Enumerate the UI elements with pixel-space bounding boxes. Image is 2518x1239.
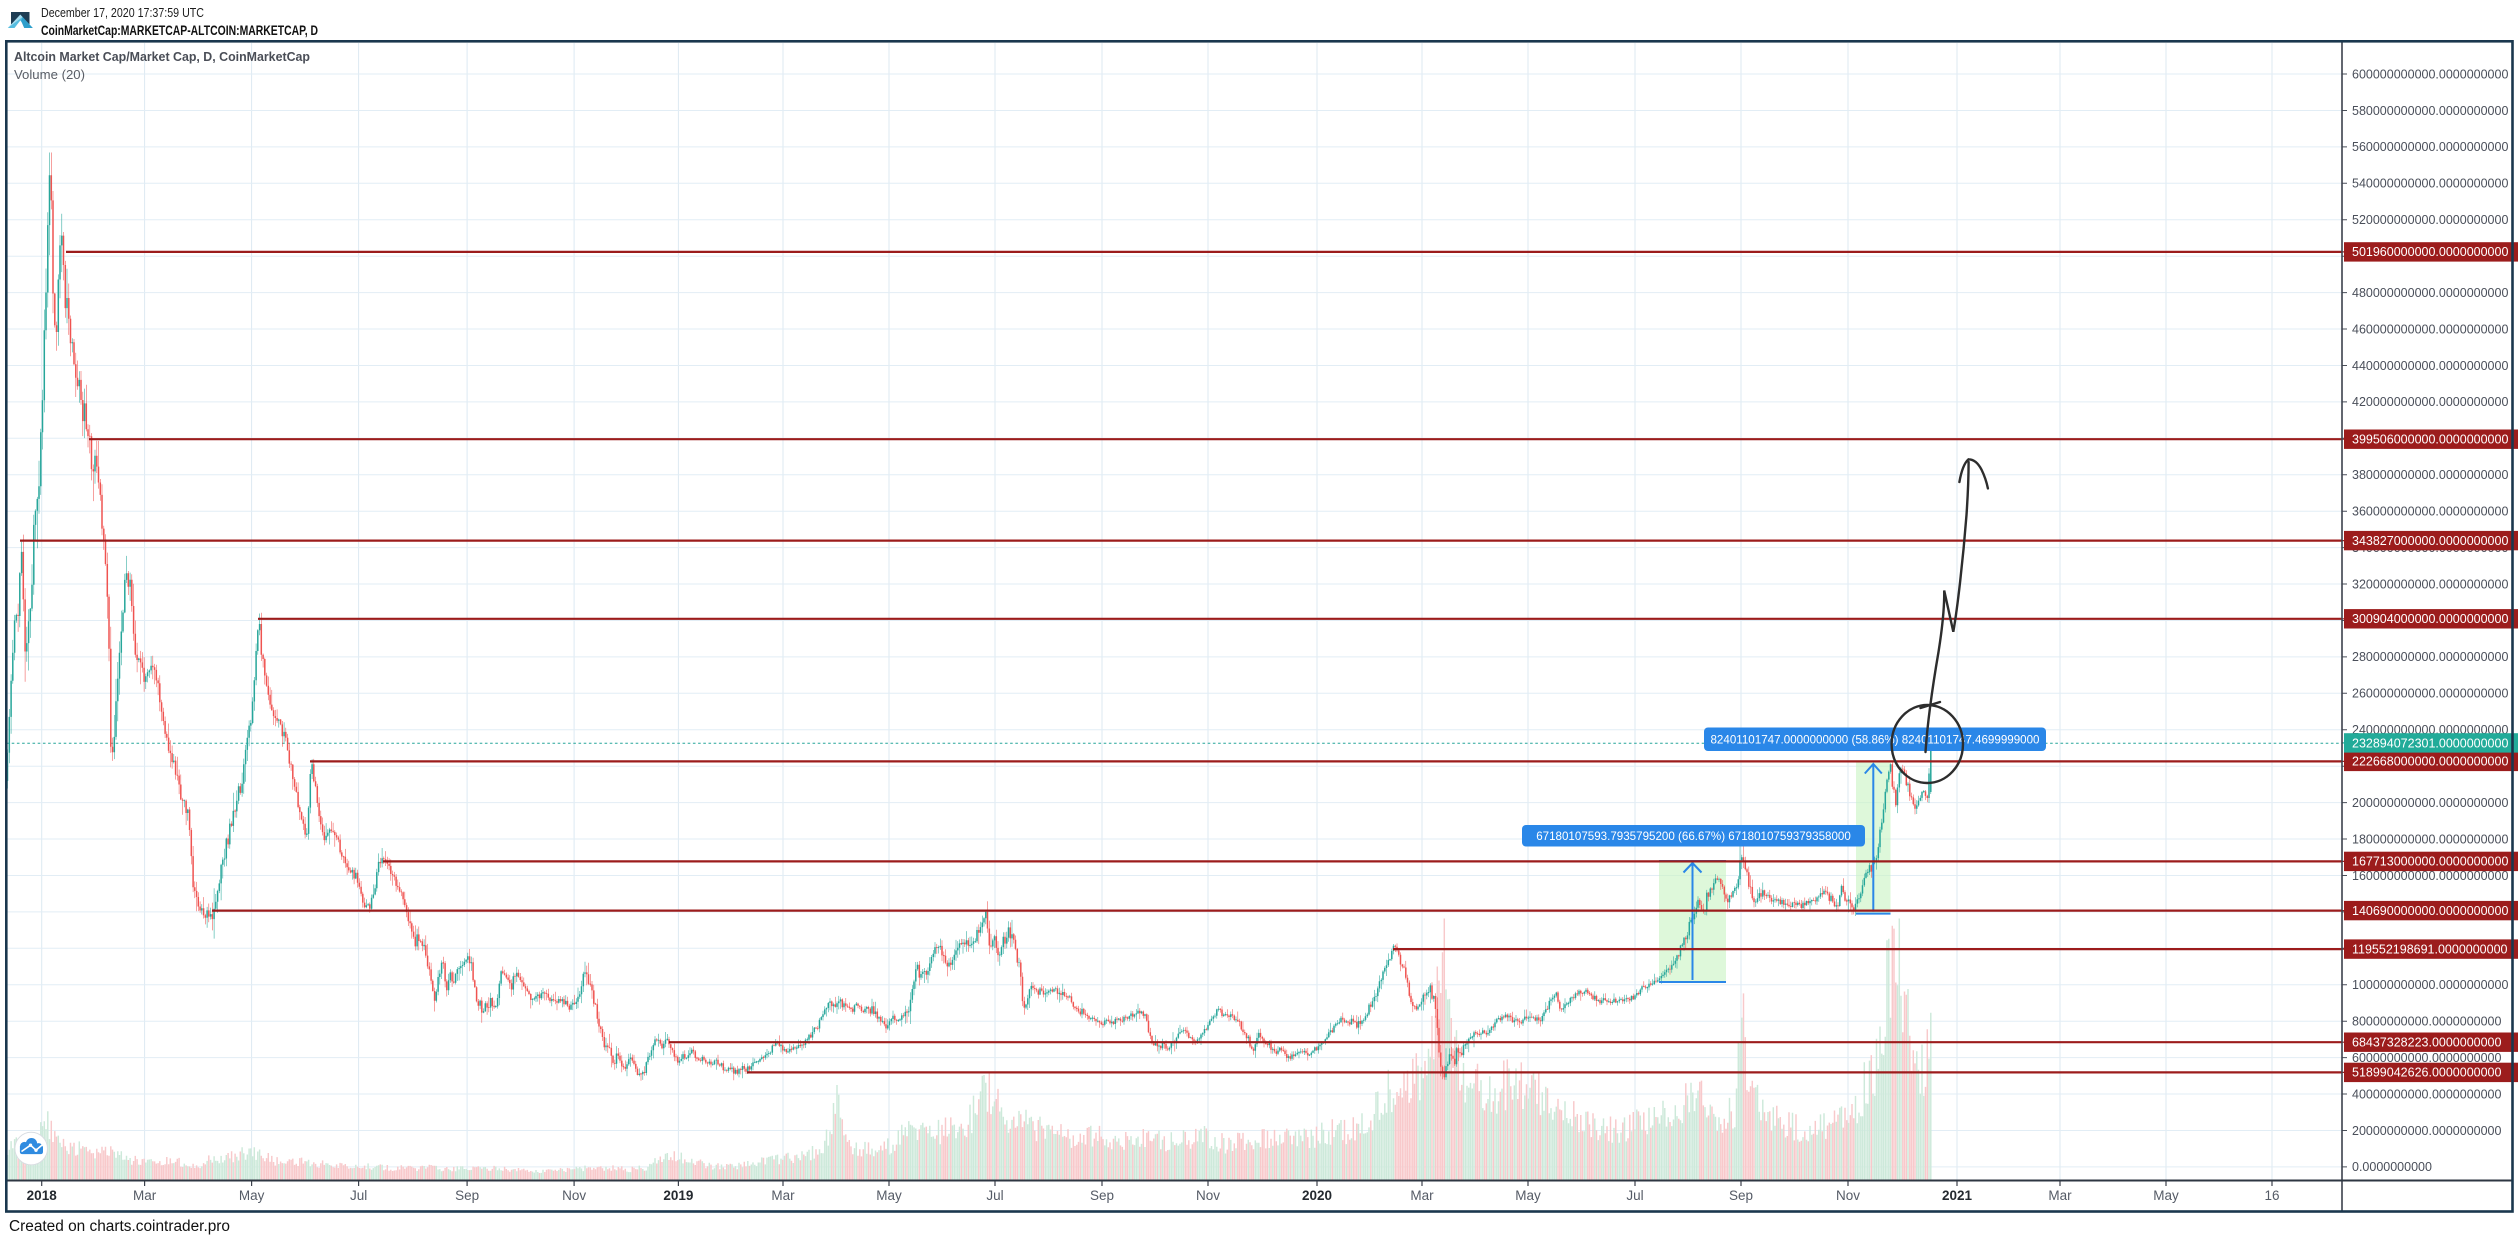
svg-text:420000000000.0000000000: 420000000000.0000000000	[2352, 395, 2508, 409]
svg-text:540000000000.0000000000: 540000000000.0000000000	[2352, 177, 2508, 191]
svg-text:222668000000.0000000000: 222668000000.0000000000	[2352, 755, 2508, 769]
svg-text:Mar: Mar	[1410, 1188, 1434, 1203]
svg-text:480000000000.0000000000: 480000000000.0000000000	[2352, 286, 2508, 300]
svg-text:440000000000.0000000000: 440000000000.0000000000	[2352, 359, 2508, 373]
svg-text:Sep: Sep	[1090, 1188, 1114, 1203]
svg-text:501960000000.0000000000: 501960000000.0000000000	[2352, 245, 2508, 259]
svg-text:360000000000.0000000000: 360000000000.0000000000	[2352, 505, 2508, 519]
svg-text:Mar: Mar	[133, 1188, 157, 1203]
svg-text:May: May	[239, 1188, 265, 1203]
svg-text:520000000000.0000000000: 520000000000.0000000000	[2352, 213, 2508, 227]
svg-text:232894072301.0000000000: 232894072301.0000000000	[2352, 736, 2508, 750]
svg-text:280000000000.0000000000: 280000000000.0000000000	[2352, 650, 2508, 664]
svg-text:Nov: Nov	[562, 1188, 586, 1203]
svg-text:60000000000.0000000000: 60000000000.0000000000	[2352, 1051, 2502, 1065]
svg-text:67180107593.7935795200 (66.67%: 67180107593.7935795200 (66.67%) 67180107…	[1536, 830, 1851, 843]
svg-text:Nov: Nov	[1836, 1188, 1860, 1203]
svg-text:167713000000.0000000000: 167713000000.0000000000	[2352, 855, 2508, 869]
svg-text:80000000000.0000000000: 80000000000.0000000000	[2352, 1015, 2502, 1029]
svg-text:CoinMarketCap:MARKETCAP-ALTCOI: CoinMarketCap:MARKETCAP-ALTCOIN:MARKETCA…	[41, 23, 318, 38]
svg-text:20000000000.0000000000: 20000000000.0000000000	[2352, 1124, 2502, 1138]
svg-text:600000000000.0000000000: 600000000000.0000000000	[2352, 67, 2508, 81]
svg-text:200000000000.0000000000: 200000000000.0000000000	[2352, 796, 2508, 810]
svg-text:260000000000.0000000000: 260000000000.0000000000	[2352, 687, 2508, 701]
svg-text:560000000000.0000000000: 560000000000.0000000000	[2352, 140, 2508, 154]
svg-text:300904000000.0000000000: 300904000000.0000000000	[2352, 612, 2508, 626]
svg-text:399506000000.0000000000: 399506000000.0000000000	[2352, 433, 2508, 447]
svg-text:2021: 2021	[1942, 1188, 1973, 1203]
svg-text:343827000000.0000000000: 343827000000.0000000000	[2352, 534, 2508, 548]
svg-text:82401101747.0000000000 (58.86%: 82401101747.0000000000 (58.86%) 82401101…	[1710, 733, 2039, 746]
svg-text:Sep: Sep	[455, 1188, 479, 1203]
svg-text:380000000000.0000000000: 380000000000.0000000000	[2352, 468, 2508, 482]
svg-text:2018: 2018	[27, 1188, 58, 1203]
svg-text:Nov: Nov	[1196, 1188, 1220, 1203]
svg-text:320000000000.0000000000: 320000000000.0000000000	[2352, 577, 2508, 591]
svg-text:180000000000.0000000000: 180000000000.0000000000	[2352, 832, 2508, 846]
svg-text:Jul: Jul	[350, 1188, 367, 1203]
svg-text:Mar: Mar	[2048, 1188, 2072, 1203]
svg-text:51899042626.0000000000: 51899042626.0000000000	[2352, 1066, 2502, 1080]
svg-text:Altcoin Market Cap/Market Cap,: Altcoin Market Cap/Market Cap, D, CoinMa…	[14, 49, 310, 64]
svg-text:May: May	[2153, 1188, 2179, 1203]
svg-text:68437328223.0000000000: 68437328223.0000000000	[2352, 1036, 2502, 1050]
svg-text:140690000000.0000000000: 140690000000.0000000000	[2352, 904, 2508, 918]
svg-text:May: May	[1515, 1188, 1541, 1203]
svg-text:100000000000.0000000000: 100000000000.0000000000	[2352, 978, 2508, 992]
svg-text:Jul: Jul	[986, 1188, 1003, 1203]
svg-text:460000000000.0000000000: 460000000000.0000000000	[2352, 322, 2508, 336]
svg-text:Jul: Jul	[1626, 1188, 1643, 1203]
svg-text:Mar: Mar	[771, 1188, 795, 1203]
svg-text:580000000000.0000000000: 580000000000.0000000000	[2352, 104, 2508, 118]
svg-text:Created on charts.cointrader.p: Created on charts.cointrader.pro	[9, 1218, 230, 1235]
svg-text:2020: 2020	[1302, 1188, 1332, 1203]
svg-text:May: May	[876, 1188, 902, 1203]
svg-text:0.0000000000: 0.0000000000	[2352, 1160, 2432, 1174]
svg-text:Sep: Sep	[1729, 1188, 1753, 1203]
svg-text:Volume (20): Volume (20)	[14, 67, 85, 82]
svg-text:16: 16	[2264, 1188, 2279, 1203]
svg-text:December 17, 2020 17:37:59 UTC: December 17, 2020 17:37:59 UTC	[41, 6, 204, 20]
svg-text:160000000000.0000000000: 160000000000.0000000000	[2352, 869, 2508, 883]
svg-text:2019: 2019	[663, 1188, 693, 1203]
svg-text:40000000000.0000000000: 40000000000.0000000000	[2352, 1087, 2502, 1101]
svg-text:119552198691.0000000000: 119552198691.0000000000	[2352, 942, 2508, 956]
